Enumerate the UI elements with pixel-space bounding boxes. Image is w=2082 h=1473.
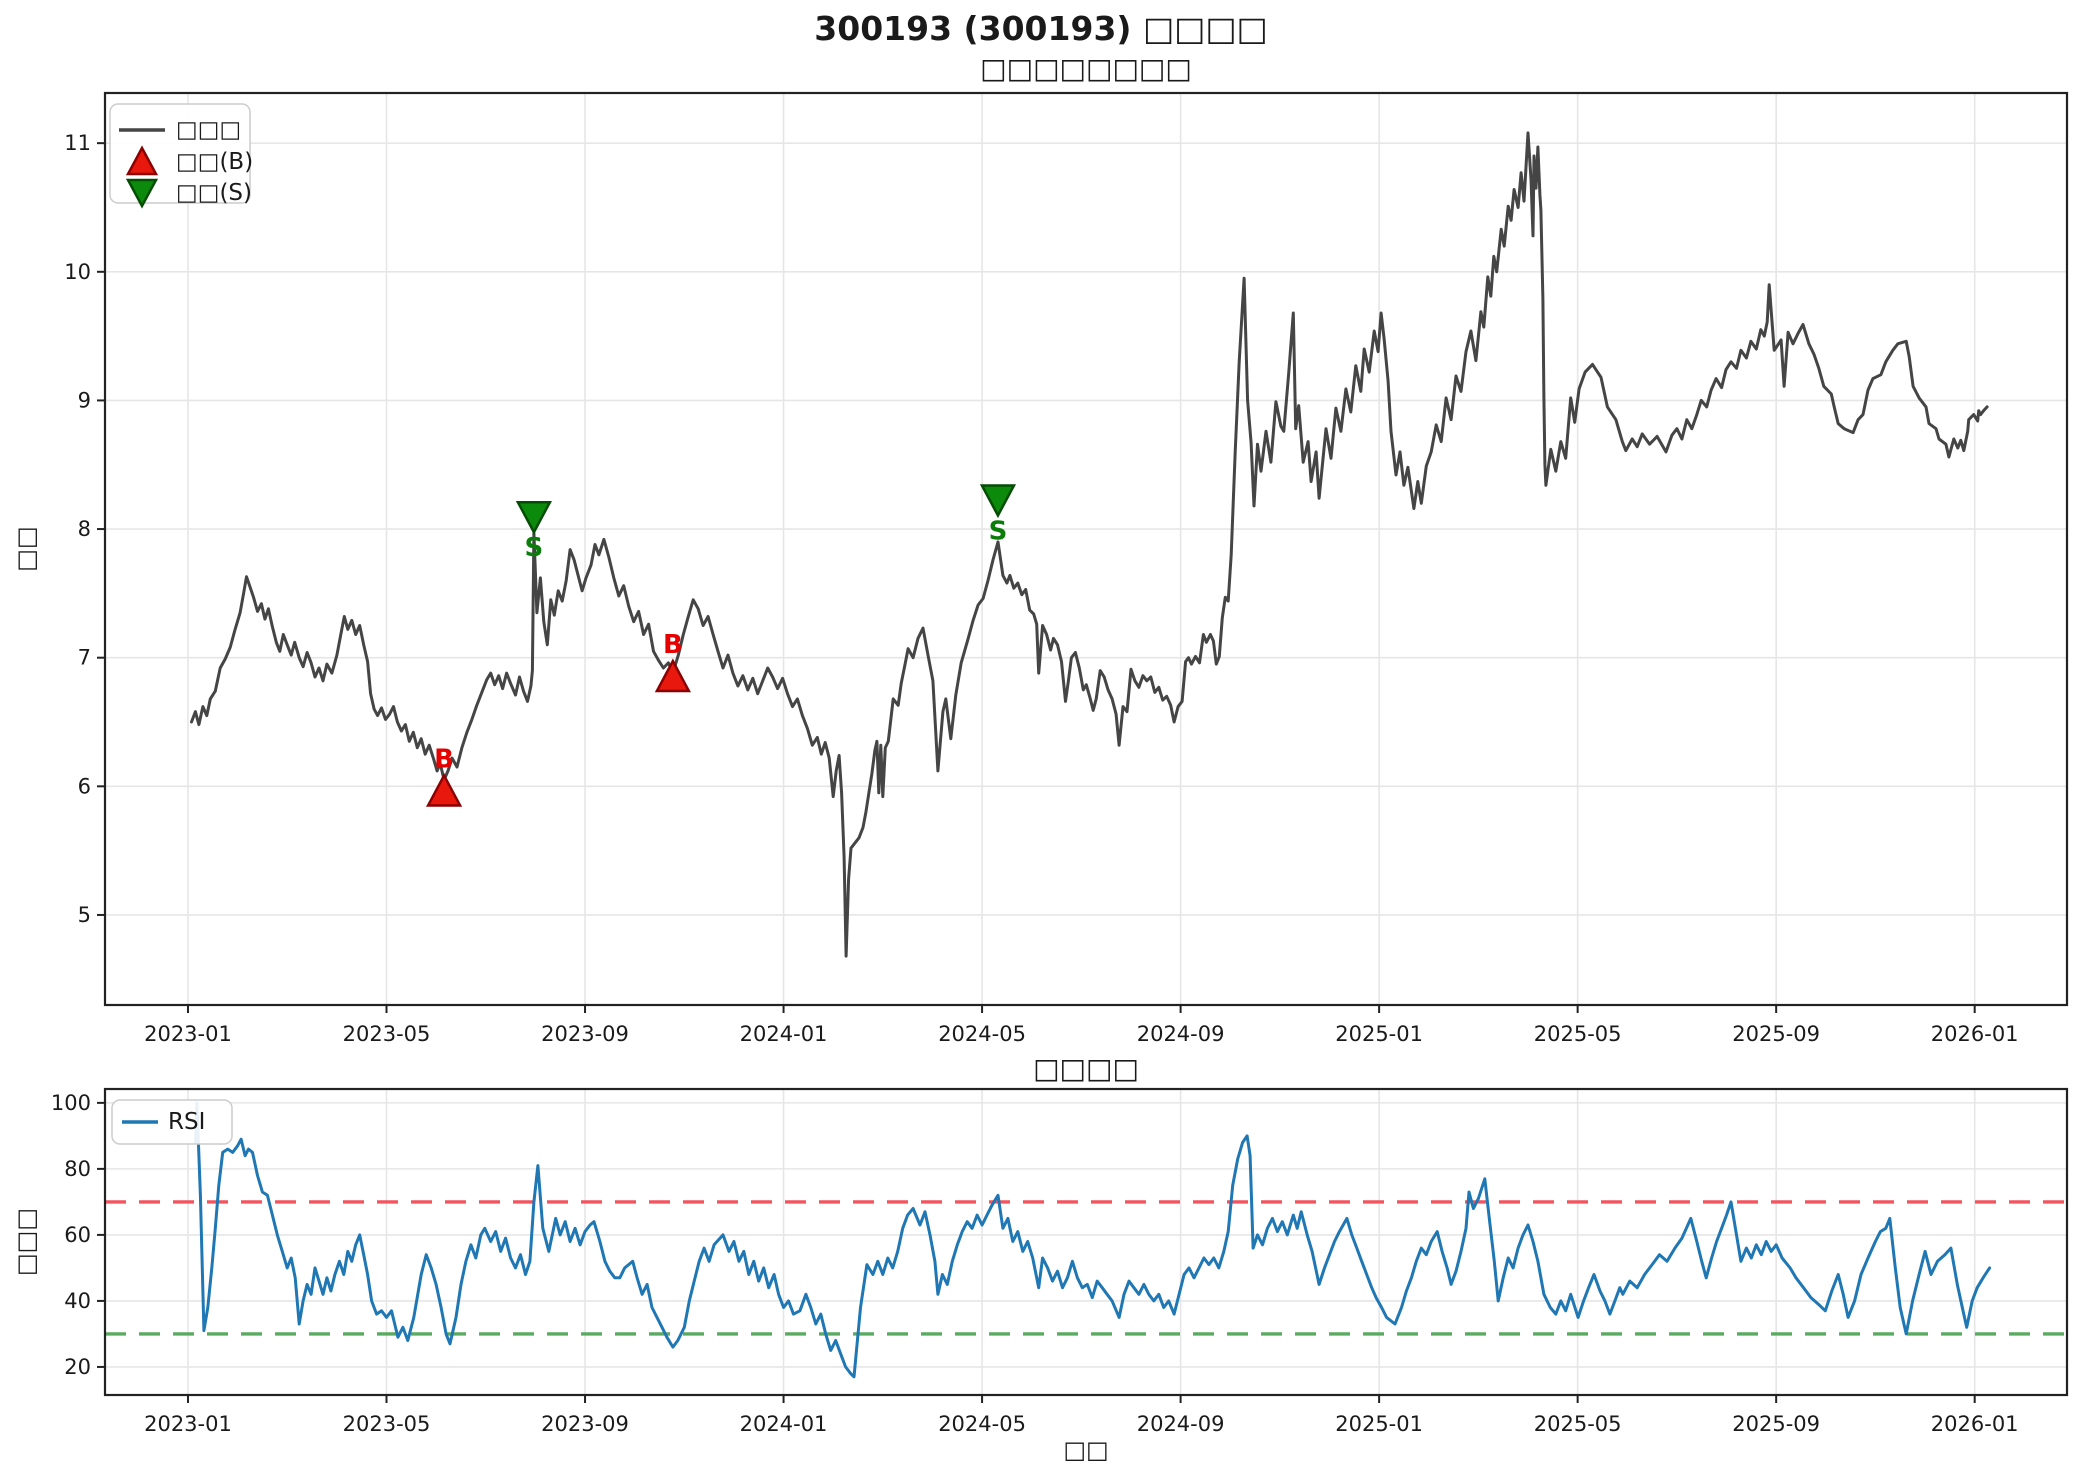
y-tick-label: 5 — [78, 903, 91, 927]
x-tick-label: 2024-09 — [1137, 1022, 1225, 1046]
plot-border — [103, 91, 2069, 1007]
price-plot: B S B S 2023-01 2023-05 2023-09 2024-01 2024-05 2… — [64, 91, 2069, 1046]
legend-buy-label: □□(B) — [176, 149, 253, 175]
x-tick-label: 2024-01 — [740, 1022, 828, 1046]
y-tick-label: 80 — [64, 1157, 91, 1181]
rsi-panel-title: □□□□ — [1033, 1052, 1139, 1085]
rsi-y-axis-label: □□□ — [12, 1208, 40, 1276]
y-tick-label: 10 — [64, 260, 91, 284]
x-tick-label: 2026-01 — [1931, 1412, 2019, 1436]
rsi-line — [193, 1101, 1992, 1379]
buy-marker-letter: B — [434, 744, 454, 774]
x-tick-label: 2023-09 — [541, 1022, 629, 1046]
legend-buy-triangle-icon — [125, 145, 159, 176]
sell-marker — [979, 484, 1017, 519]
legend-sell-triangle-icon — [125, 178, 159, 209]
y-tick-label: 40 — [64, 1289, 91, 1313]
rsi-plot: 2023-01 2023-05 2023-09 2024-01 2024-05 2024-… — [51, 1087, 2069, 1436]
legend-sell-label: □□(S) — [176, 180, 252, 206]
buy-marker-letter: B — [663, 630, 683, 660]
x-tick-label: 2025-05 — [1534, 1412, 1622, 1436]
x-axis-label: □□ — [1063, 1436, 1108, 1464]
x-tick-label: 2025-09 — [1732, 1022, 1820, 1046]
y-tick-label: 60 — [64, 1223, 91, 1247]
price-line — [190, 131, 1989, 958]
buy-marker — [654, 658, 691, 693]
price-y-axis-label: □□ — [12, 526, 40, 571]
buy-marker — [425, 772, 463, 807]
x-tick-label: 2025-09 — [1732, 1412, 1820, 1436]
x-tick-label: 2024-05 — [938, 1412, 1026, 1436]
x-tick-label: 2024-09 — [1137, 1412, 1225, 1436]
rsi-legend: RSI — [111, 1099, 233, 1145]
x-tick-label: 2026-01 — [1931, 1022, 2019, 1046]
y-tick-label: 6 — [78, 774, 91, 798]
x-tick-label: 2023-01 — [144, 1022, 232, 1046]
y-tick-label: 20 — [64, 1355, 91, 1379]
x-tick-label: 2023-01 — [144, 1412, 232, 1436]
x-tick-label: 2025-01 — [1335, 1022, 1423, 1046]
sell-marker — [515, 500, 552, 535]
figure-title: 300193 (300193) □□□□ — [814, 9, 1267, 48]
x-tick-label: 2024-05 — [938, 1022, 1026, 1046]
x-tick-label: 2023-05 — [343, 1412, 431, 1436]
y-tick-label: 100 — [51, 1091, 91, 1115]
x-tick-label: 2023-09 — [541, 1412, 629, 1436]
sell-marker-letter: S — [525, 533, 544, 563]
x-tick-label: 2024-01 — [740, 1412, 828, 1436]
sell-marker-letter: S — [989, 516, 1008, 546]
x-tick-label: 2025-01 — [1335, 1412, 1423, 1436]
y-tick-label: 8 — [78, 517, 91, 541]
y-tick-label: 7 — [78, 646, 91, 670]
y-tick-label: 11 — [64, 131, 91, 155]
rsi-legend-box — [111, 1099, 233, 1145]
x-tick-label: 2025-05 — [1534, 1022, 1622, 1046]
y-tick-label: 9 — [78, 388, 91, 412]
price-legend: □□□ □□(B) □□(S) — [109, 103, 253, 209]
legend-price-line-label: □□□ — [176, 117, 241, 143]
legend-rsi-label: RSI — [168, 1109, 205, 1135]
plot-border — [103, 1087, 2069, 1397]
price-panel-title: □□□□□□□□ — [980, 52, 1192, 85]
x-tick-label: 2023-05 — [343, 1022, 431, 1046]
